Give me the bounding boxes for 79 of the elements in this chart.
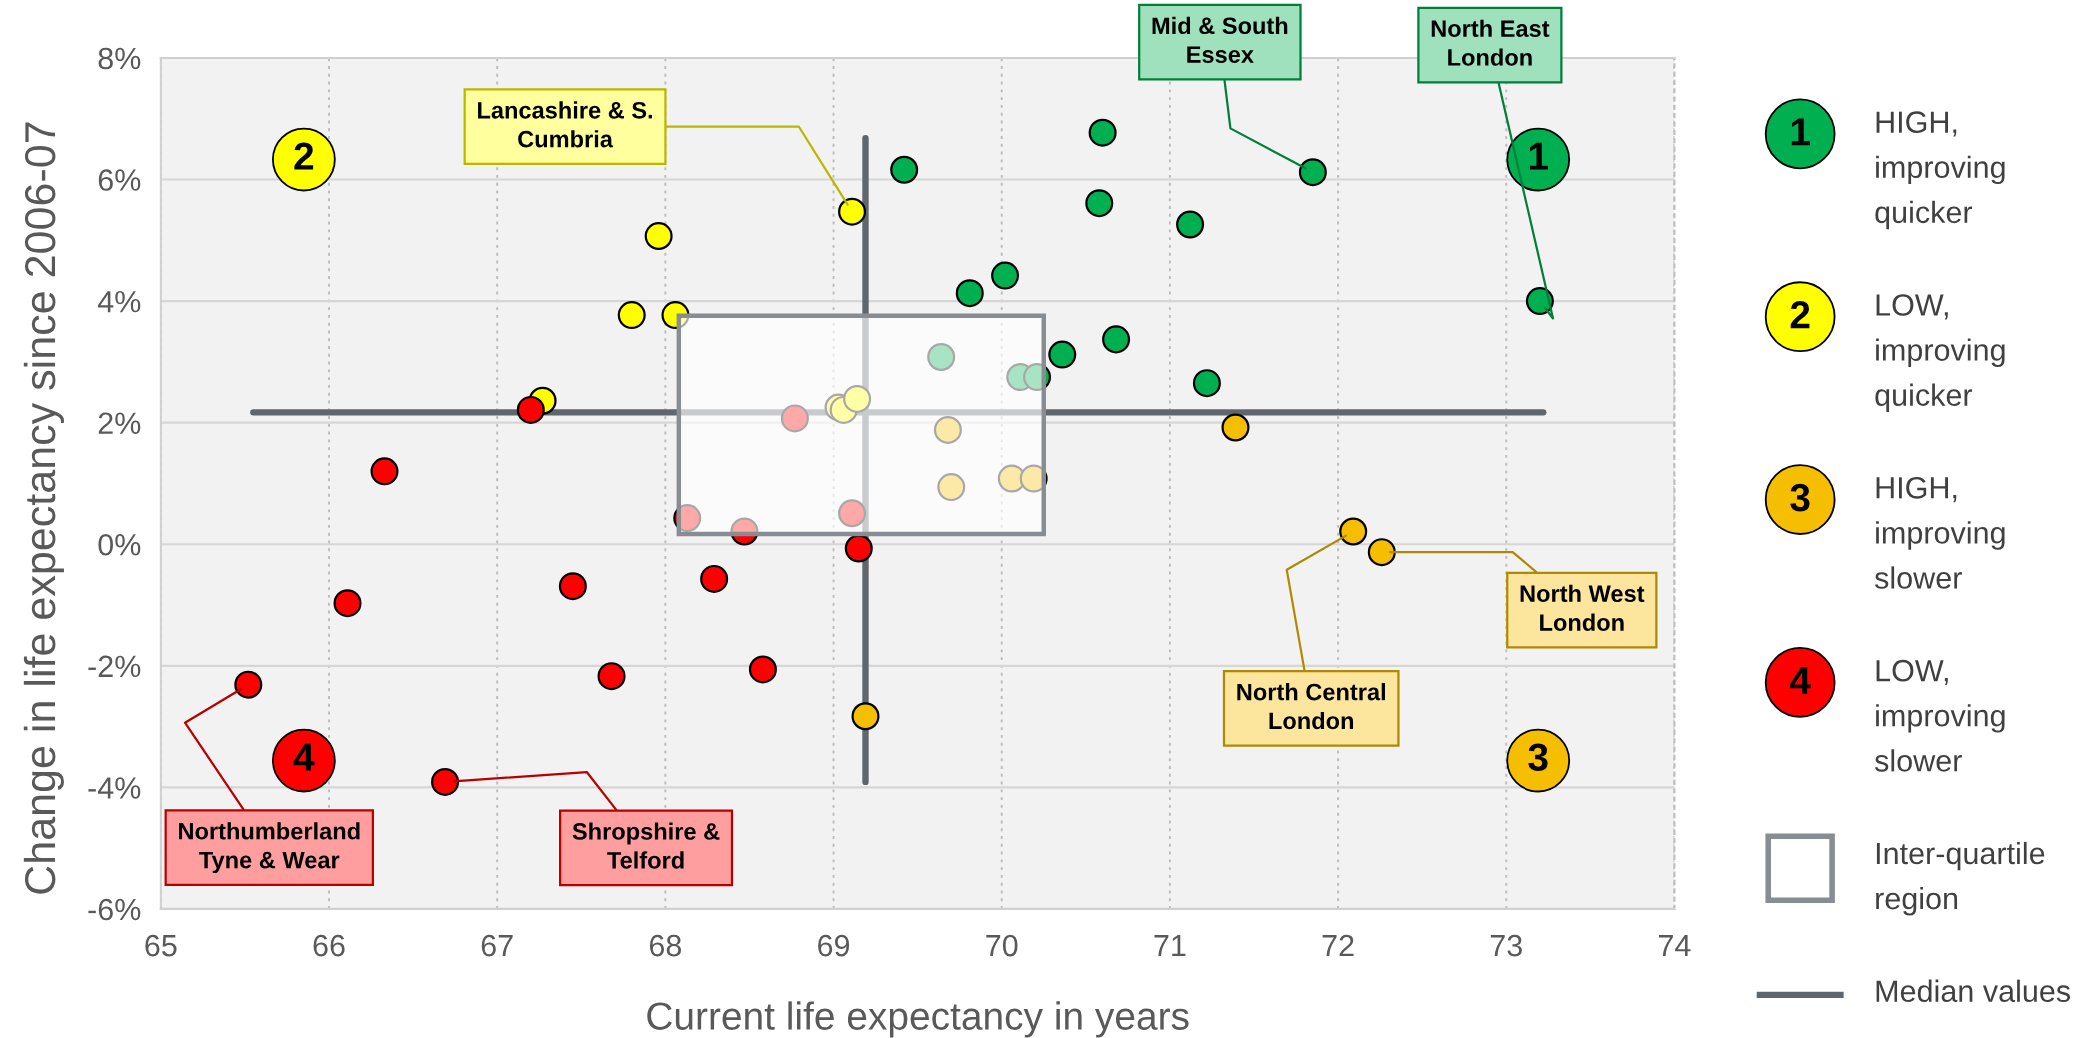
y-tick-label: 0% <box>98 533 141 556</box>
point <box>1102 325 1131 354</box>
y-tick-label: 6% <box>98 169 141 191</box>
y-tick-label: -6% <box>88 898 141 921</box>
annotation: North Central London <box>1237 683 1385 730</box>
x-tick-label: 70 <box>986 934 1018 957</box>
legend-label: Median values <box>1876 979 2071 1003</box>
point <box>1088 118 1117 147</box>
point <box>937 473 966 502</box>
y-tick-label: -4% <box>88 777 141 799</box>
annotation: 1 <box>1529 142 1548 170</box>
legend-label: HIGH, improving quicker <box>1875 111 2005 230</box>
point <box>700 564 729 593</box>
point <box>558 572 587 601</box>
text: 4 <box>1789 667 1811 694</box>
annotation: 3 <box>1528 743 1548 772</box>
text: 3 <box>1790 483 1810 512</box>
x-tick-label: 69 <box>818 934 850 957</box>
point <box>748 655 777 684</box>
x-tick-label: 72 <box>1322 934 1354 957</box>
point <box>730 517 759 546</box>
x-tick-label: 74 <box>1659 935 1691 957</box>
y-tick-label: 8% <box>98 47 141 70</box>
annotation: North West London <box>1520 584 1645 631</box>
annotation: Lancashire & S. Cumbria <box>478 101 652 148</box>
point <box>673 504 702 533</box>
point <box>617 301 646 330</box>
point <box>844 534 873 563</box>
x-axis-title: Current life expectancy in years <box>647 1001 1189 1038</box>
x-tick-label: 71 <box>1154 935 1186 957</box>
annotation: North East London <box>1431 19 1550 66</box>
y-tick-label: 2% <box>98 412 141 434</box>
legend-label: LOW, improving quicker <box>1875 294 2005 413</box>
y-tick-label: -2% <box>88 655 141 678</box>
point <box>1192 369 1221 398</box>
legend-label: LOW, improving slower <box>1874 659 2005 772</box>
point <box>838 197 867 226</box>
annotation: 4 <box>293 743 315 771</box>
point <box>843 384 872 413</box>
point <box>851 702 880 731</box>
x-tick-label: 73 <box>1490 934 1522 957</box>
point <box>1023 363 1052 392</box>
point <box>955 279 984 308</box>
x-tick-label: 68 <box>649 934 682 957</box>
legend-label: HIGH, improving slower <box>1874 477 2005 589</box>
point <box>333 589 362 618</box>
x-tick-label: 66 <box>313 934 345 957</box>
point <box>644 222 673 251</box>
point <box>933 415 962 444</box>
point <box>1085 189 1114 218</box>
point <box>597 662 626 691</box>
point <box>370 457 399 486</box>
point <box>661 301 690 330</box>
point <box>991 261 1020 290</box>
point <box>1298 158 1327 187</box>
point <box>1221 413 1250 442</box>
point <box>838 499 867 528</box>
annotation: 2 <box>294 142 314 170</box>
annotation: Shropshire & Telford <box>572 822 720 869</box>
point <box>1019 464 1048 493</box>
annotation: Mid & South Essex <box>1152 16 1288 63</box>
x-tick-label: 67 <box>481 934 513 957</box>
point <box>516 395 545 424</box>
point <box>1339 517 1368 546</box>
point <box>431 767 460 796</box>
point <box>780 404 809 433</box>
text: 1 <box>1791 118 1810 146</box>
point <box>1367 538 1396 567</box>
y-tick-label: 4% <box>97 290 141 313</box>
x-tick-label: 65 <box>145 934 177 957</box>
legend-label: Inter-quartile region <box>1876 841 2045 916</box>
point <box>234 670 263 699</box>
point <box>890 155 919 184</box>
point <box>927 343 956 372</box>
annotation: Northumberland Tyne & Wear <box>179 822 360 874</box>
point <box>1176 210 1205 239</box>
y-axis-title: Change in life expectancy since 2006-07 <box>23 122 64 894</box>
point <box>1048 340 1077 369</box>
text: 2 <box>1790 301 1810 329</box>
